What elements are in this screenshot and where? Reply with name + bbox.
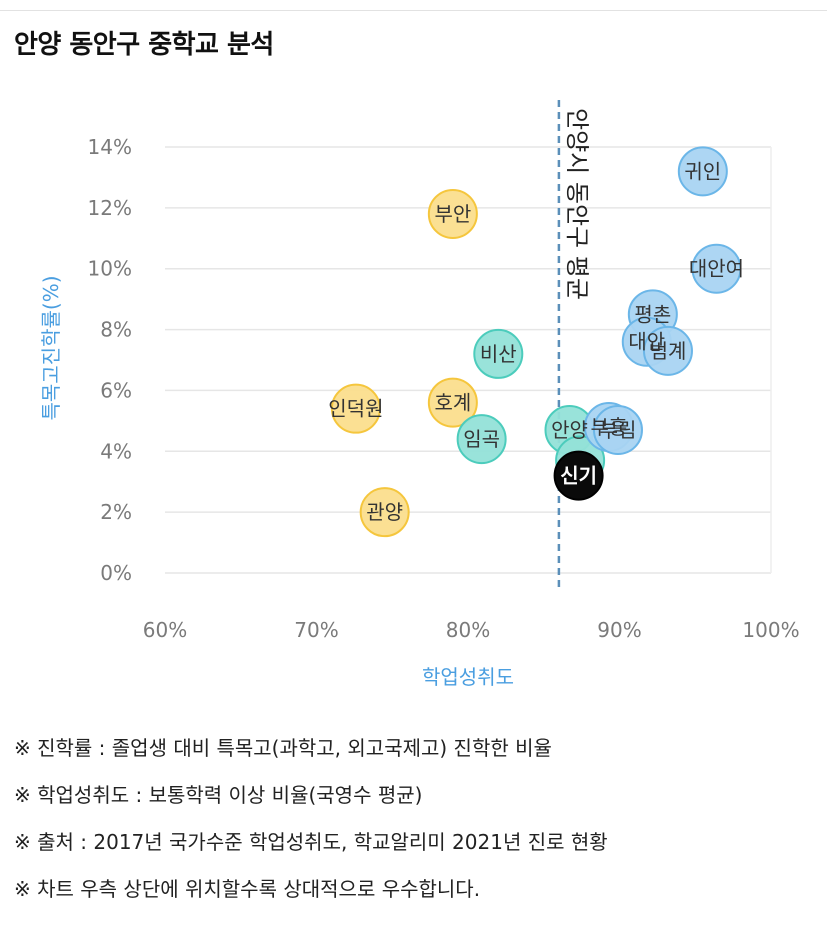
data-point: [553, 450, 604, 501]
x-tick-label: 80%: [446, 618, 490, 642]
y-axis-title: 특목고진학률(%): [39, 275, 63, 420]
data-label: 대안여: [689, 257, 744, 281]
data-label: 관양: [366, 500, 403, 524]
x-tick-label: 90%: [597, 618, 641, 642]
y-tick-label: 14%: [88, 135, 132, 159]
data-point: [427, 377, 478, 428]
y-tick-label: 8%: [100, 318, 132, 342]
footnotes: ※ 진학률 : 졸업생 대비 특목고(과학고, 외고국제고) 진학한 비율 ※ …: [14, 734, 608, 922]
note-source: ※ 출처 : 2017년 국가수준 학업성취도, 학교알리미 2021년 진로 …: [14, 830, 608, 854]
y-tick-label: 12%: [88, 196, 132, 220]
data-point: [427, 188, 478, 239]
y-tick-label: 10%: [88, 257, 132, 281]
data-point: [592, 404, 643, 455]
y-axis-ticks: 0% 2% 4% 6% 8% 10% 12% 14%: [88, 135, 132, 585]
data-point: [691, 243, 742, 294]
data-label: 부흥: [590, 415, 627, 439]
reference-line-label: 안양시 동안구 평균: [563, 108, 591, 300]
data-point: [677, 146, 728, 197]
data-label: 귀인: [684, 159, 721, 183]
y-tick-label: 0%: [100, 561, 132, 585]
x-axis-title: 학업성취도: [422, 665, 514, 689]
chart-gridlines: [165, 146, 772, 574]
data-label: 비산: [480, 342, 517, 366]
note-interpretation: ※ 차트 우측 상단에 위치할수록 상대적으로 우수합니다.: [14, 877, 481, 901]
note-ratio-definition: ※ 진학률 : 졸업생 대비 특목고(과학고, 외고국제고) 진학한 비율: [14, 736, 552, 760]
x-tick-label: 100%: [742, 618, 799, 642]
average-reference-line: 안양시 동안구 평균: [557, 100, 591, 590]
note-achievement-definition: ※ 학업성취도 : 보통학력 이상 비율(국영수 평균): [14, 783, 423, 807]
data-label: 평촌: [634, 302, 671, 326]
data-label: 임곡: [463, 427, 500, 451]
data-point: [359, 487, 410, 538]
y-tick-label: 2%: [100, 500, 132, 524]
data-label: 부림: [600, 418, 637, 442]
y-tick-label: 4%: [100, 439, 132, 463]
data-point: [456, 414, 507, 465]
data-point: [473, 328, 524, 379]
data-label: 인덕원: [328, 397, 383, 421]
x-tick-label: 60%: [143, 618, 187, 642]
x-tick-label: 70%: [294, 618, 338, 642]
data-label: 안양: [551, 418, 588, 442]
data-point: [330, 383, 381, 434]
page-title: 안양 동안구 중학교 분석: [14, 30, 274, 60]
top-divider: [0, 10, 827, 11]
data-label: 범계: [650, 339, 687, 363]
scatter-chart: 0% 2% 4% 6% 8% 10% 12% 14% 60% 70% 80% 90% 100% 안양시…: [39, 100, 800, 689]
data-label: 신기: [560, 464, 597, 488]
data-points: [330, 146, 742, 538]
y-tick-label: 6%: [100, 378, 132, 402]
data-label: 부안: [434, 202, 471, 226]
data-label: 호계: [434, 391, 471, 415]
data-point: [642, 325, 693, 376]
x-axis-ticks: 60% 70% 80% 90% 100%: [143, 618, 800, 642]
data-label: 대안: [628, 330, 665, 354]
